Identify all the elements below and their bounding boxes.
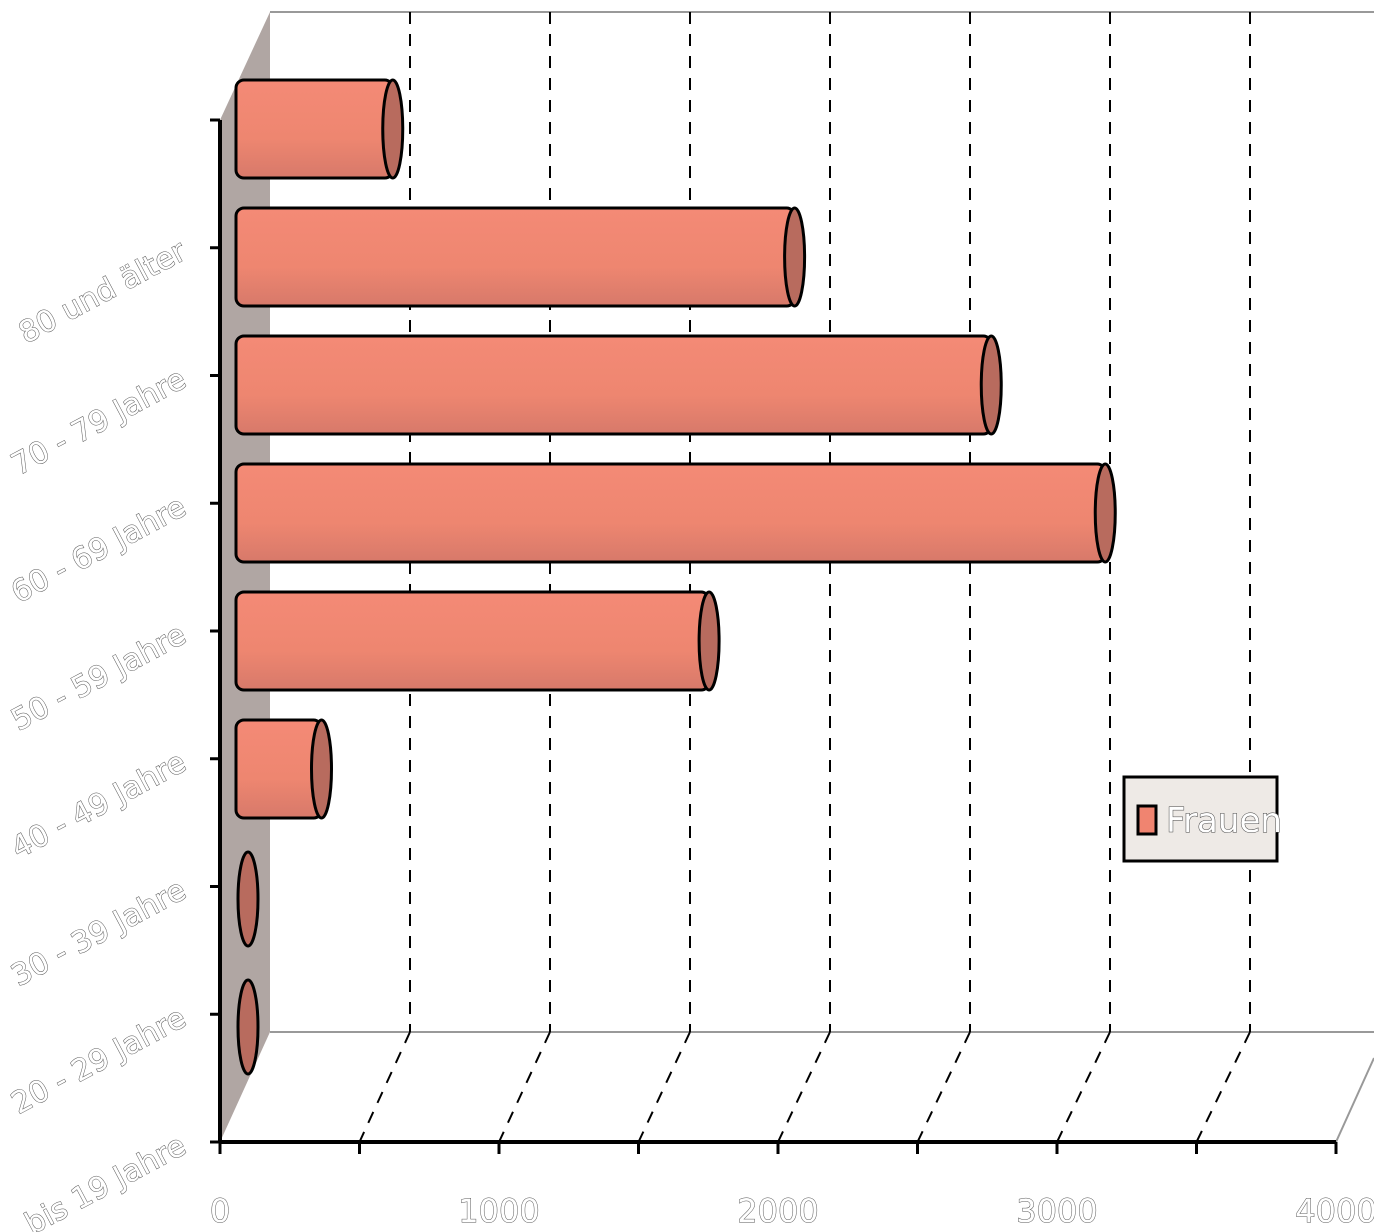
bar-body	[234, 206, 797, 308]
side-wall	[220, 12, 270, 1142]
bar-end-cap	[697, 590, 721, 692]
x-tick-label: 2000	[737, 1192, 818, 1230]
gridline-floor	[637, 1031, 691, 1143]
gridline-floor	[916, 1031, 971, 1143]
floor-right-edge	[1335, 1057, 1374, 1143]
bar	[234, 78, 405, 180]
x-tick-label: 1000	[458, 1192, 539, 1230]
bar	[234, 462, 1117, 564]
category-label: bis 19 Jahre	[19, 1128, 191, 1232]
bar-end-cap	[979, 334, 1003, 436]
bar	[234, 718, 333, 820]
bar-end-cap	[236, 850, 260, 948]
bar	[234, 334, 1003, 436]
legend-swatch	[1136, 804, 1158, 836]
bar-end-cap	[236, 978, 260, 1076]
bar-end-cap	[381, 78, 405, 180]
x-axis: 0 1000 2000 3000 4000	[209, 1142, 1374, 1231]
bar-series	[234, 78, 1117, 1076]
chart-frame	[218, 11, 1374, 1144]
bar-body	[234, 590, 711, 692]
legend-label: Frauen	[1166, 801, 1282, 841]
gridline-floor	[1195, 1031, 1251, 1143]
bar-body	[234, 462, 1107, 564]
category-label: 40 - 49 Jahre	[6, 745, 192, 866]
category-label: 80 und älter	[13, 234, 192, 351]
bar	[236, 978, 260, 1076]
bar-body	[234, 78, 395, 180]
bar	[236, 850, 260, 948]
bar-body	[234, 334, 993, 436]
category-label: 70 - 79 Jahre	[6, 362, 192, 483]
bar-end-cap	[310, 718, 333, 820]
gridline-floor	[358, 1031, 411, 1143]
bar-body	[234, 718, 323, 820]
category-label: 20 - 29 Jahre	[6, 1000, 192, 1121]
bar-end-cap	[1093, 462, 1117, 564]
x-tick-label: 4000	[1295, 1192, 1374, 1230]
x-tick-label: 0	[210, 1192, 230, 1230]
bar-end-cap	[783, 206, 807, 308]
bar	[234, 590, 721, 692]
legend: Frauen	[1122, 775, 1282, 863]
gridline-floor	[1056, 1031, 1111, 1143]
bar	[234, 206, 807, 308]
gridline-floor	[777, 1031, 831, 1143]
gridlines	[358, 12, 1251, 1143]
category-label: 50 - 59 Jahre	[6, 617, 192, 738]
category-label: 60 - 69 Jahre	[6, 489, 192, 610]
category-label: 30 - 39 Jahre	[6, 873, 192, 994]
x-tick-label: 3000	[1016, 1192, 1097, 1230]
gridline-floor	[498, 1031, 551, 1143]
